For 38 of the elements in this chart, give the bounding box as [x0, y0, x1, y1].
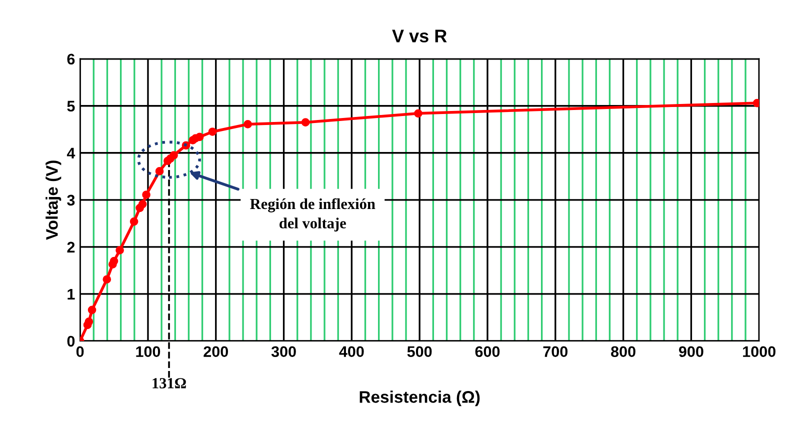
x-tick-label: 600	[475, 346, 500, 358]
y-tick-label: 6	[67, 54, 75, 65]
point	[155, 167, 164, 176]
y-tick-label: 3	[67, 194, 75, 206]
point	[170, 151, 178, 160]
x-tick-label: 800	[611, 346, 636, 358]
point	[110, 256, 118, 266]
point	[142, 190, 150, 199]
y-tick-label: 5	[67, 100, 75, 112]
point	[244, 120, 252, 128]
point	[102, 275, 112, 284]
x-axis-title: Resistencia (Ω)	[360, 390, 480, 406]
point	[88, 306, 96, 314]
point	[301, 118, 310, 126]
ref-line-label: 131Ω	[152, 378, 186, 388]
y-axis-title: Voltaje (V)	[46, 160, 62, 240]
point	[414, 109, 422, 118]
y-tick-label: 2	[67, 242, 75, 252]
y-tick-label: 0	[67, 336, 75, 347]
chart-title: V vs R	[392, 30, 447, 42]
x-tick-label: 900	[678, 346, 704, 358]
point	[84, 318, 94, 326]
x-tick-label: 300	[271, 346, 296, 358]
x-tick-label: 700	[543, 346, 568, 358]
point	[138, 200, 147, 208]
x-tick-label: 1000	[743, 346, 776, 358]
point	[208, 128, 217, 136]
y-tick-label: 1	[68, 288, 75, 300]
point	[195, 132, 204, 142]
y-tick-label: 4	[66, 148, 76, 158]
point	[116, 246, 124, 254]
x-tick-label: 0	[76, 346, 84, 358]
x-tick-label: 400	[339, 346, 364, 358]
x-tick-label: 200	[204, 346, 228, 358]
annotation: Región de inflexión del voltaje	[250, 198, 376, 232]
point	[130, 217, 138, 226]
x-tick-label: 500	[407, 346, 432, 358]
x-tick-label: 100	[136, 346, 160, 358]
